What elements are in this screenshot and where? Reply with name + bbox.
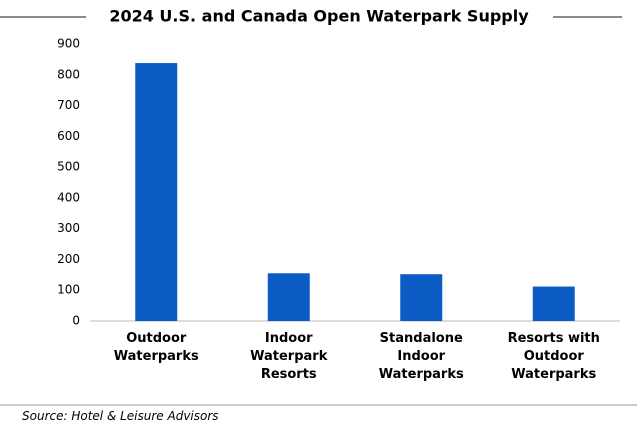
- y-tick-label: 900: [57, 37, 80, 51]
- y-tick-label: 600: [57, 129, 80, 143]
- x-tick-label: Outdoor Waterparks: [113, 331, 199, 364]
- x-tick-label: Indoor Waterpark Resorts: [250, 331, 328, 382]
- x-tick-label: Standalone Indoor Waterparks: [378, 331, 464, 382]
- bar: [532, 286, 575, 321]
- y-tick-label: 200: [57, 252, 80, 266]
- y-tick-label: 500: [57, 160, 80, 174]
- source: Source: Hotel & Leisure Advisors: [22, 409, 219, 423]
- chart-title: 2024 U.S. and Canada Open Waterpark Supp…: [109, 7, 529, 26]
- bar: [267, 273, 310, 321]
- y-tick-label: 100: [57, 283, 80, 297]
- y-tick-label: 300: [57, 221, 80, 235]
- y-tick-label: 400: [57, 190, 80, 204]
- bar: [135, 63, 178, 322]
- bar: [400, 274, 443, 321]
- x-tick-label: Resorts with Outdoor Waterparks: [507, 331, 600, 382]
- y-tick-label: 700: [57, 98, 80, 112]
- y-tick-label: 800: [57, 67, 80, 81]
- y-tick-label: 0: [72, 314, 80, 328]
